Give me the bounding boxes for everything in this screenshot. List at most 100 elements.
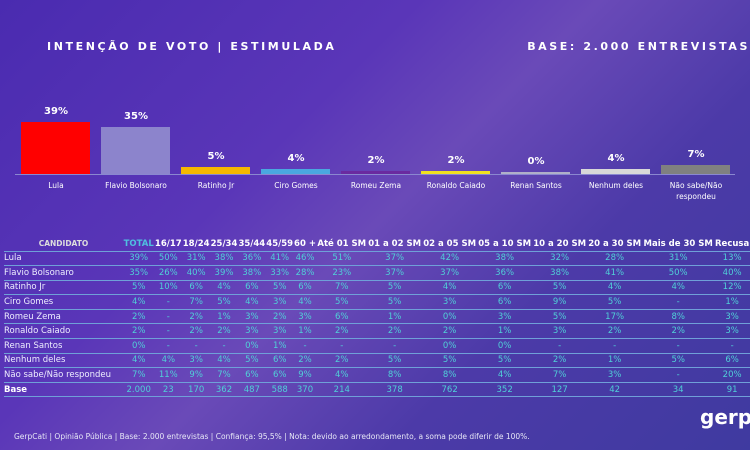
table-cell: 8% bbox=[642, 308, 715, 324]
table-cell: 5% bbox=[237, 352, 266, 368]
table-cell: - bbox=[154, 308, 183, 324]
column-header: 25/34 bbox=[210, 238, 238, 249]
table-row: Flavio Bolsonaro 35% 26% 40% 39% 38% 33% 28% 23%… bbox=[4, 265, 750, 281]
table-cell: 91 bbox=[714, 381, 750, 398]
table-cell: 33% bbox=[265, 265, 294, 281]
table-cell: 8% bbox=[367, 367, 423, 383]
table-cell: 7% bbox=[532, 367, 588, 383]
category-label: Ratinho Jr bbox=[197, 181, 235, 190]
bar bbox=[501, 172, 570, 174]
column-header: Até 01 SM bbox=[317, 238, 367, 249]
table-cell: 3% bbox=[293, 308, 317, 324]
table-cell: 37% bbox=[422, 265, 478, 281]
table-cell: 38% bbox=[532, 265, 588, 281]
table-cell: 38% bbox=[477, 250, 533, 266]
table-cell: 11% bbox=[154, 367, 183, 383]
table-cell: 6% bbox=[237, 367, 266, 383]
bar-value-label: 4% bbox=[607, 152, 625, 164]
table-cell: 50% bbox=[154, 250, 183, 266]
table-cell: 6% bbox=[714, 352, 750, 368]
table-cell: 2% bbox=[422, 323, 478, 339]
bar bbox=[661, 164, 730, 174]
table-cell: 38% bbox=[237, 265, 266, 281]
row-label: Ronaldo Caiado bbox=[4, 323, 123, 339]
table-cell: 7% bbox=[123, 367, 155, 383]
table-cell: 39% bbox=[210, 265, 238, 281]
table-cell: - bbox=[642, 367, 715, 383]
table-cell: 3% bbox=[422, 294, 478, 310]
table-cell: 1% bbox=[367, 308, 423, 324]
table-cell: 2% bbox=[642, 323, 715, 339]
category-label: Ronaldo Caiado bbox=[426, 181, 486, 190]
table-cell: 5% bbox=[477, 352, 533, 368]
table-cell: 40% bbox=[182, 265, 211, 281]
table-cell: 370 bbox=[293, 381, 317, 398]
table-cell: 4% bbox=[123, 294, 155, 310]
column-header: 16/17 bbox=[154, 238, 182, 249]
table-cell: 3% bbox=[265, 323, 294, 339]
table-cell: 0% bbox=[422, 338, 478, 354]
table-cell: 36% bbox=[477, 265, 533, 281]
table-cell: 2% bbox=[316, 323, 368, 339]
bar bbox=[261, 168, 330, 174]
category-label: Lula bbox=[48, 181, 64, 190]
column-header: 05 a 10 SM bbox=[478, 238, 532, 249]
table-cell: 3% bbox=[265, 294, 294, 310]
table-cell: 46% bbox=[293, 250, 317, 266]
crosstab-table: CANDIDATO TOTAL 16/17 18/24 25/34 35/44 45/59 6… bbox=[4, 228, 750, 398]
table-cell: 6% bbox=[182, 279, 211, 295]
table-cell: 4% bbox=[210, 352, 238, 368]
table-cell: 4% bbox=[293, 294, 317, 310]
base-label: BASE: 2.000 ENTREVISTAS bbox=[527, 40, 750, 53]
table-cell: 4% bbox=[210, 279, 238, 295]
table-cell: 378 bbox=[367, 381, 423, 398]
table-cell: 12% bbox=[714, 279, 750, 295]
table-cell: - bbox=[587, 338, 643, 354]
table-cell: 2% bbox=[293, 352, 317, 368]
logo: gerp bbox=[700, 405, 750, 429]
row-label: Flavio Bolsonaro bbox=[4, 265, 123, 281]
category-label: Ciro Gomes bbox=[274, 181, 318, 190]
table-cell: 37% bbox=[367, 265, 423, 281]
bar-chart: 39% Lula 35% Flavio Bolsonaro 5% Ratinho Jr 4%… bbox=[0, 100, 750, 210]
table-cell: 3% bbox=[237, 308, 266, 324]
table-cell: 4% bbox=[642, 279, 715, 295]
table-cell: 31% bbox=[642, 250, 715, 266]
table-cell: 37% bbox=[367, 250, 423, 266]
table-cell: 2% bbox=[367, 323, 423, 339]
table-cell: 42 bbox=[587, 381, 643, 398]
table-cell: 588 bbox=[265, 381, 294, 398]
table-cell: 35% bbox=[123, 265, 155, 281]
table-cell: - bbox=[642, 294, 715, 310]
column-header: CANDIDATO bbox=[38, 238, 89, 248]
table-cell: 3% bbox=[714, 308, 750, 324]
table-cell: - bbox=[154, 338, 183, 354]
column-header: 45/59 bbox=[266, 238, 294, 249]
table-cell: 762 bbox=[422, 381, 478, 398]
bar-value-label: 0% bbox=[527, 156, 545, 167]
table-cell: 362 bbox=[210, 381, 238, 398]
table-row: Ratinho Jr 5% 10% 6% 4% 6% 5% 6% 7% 5% 4% 6% 5% 4% 4% 1… bbox=[4, 279, 750, 295]
table-cell: 10% bbox=[154, 279, 183, 295]
table-cell: 6% bbox=[237, 279, 266, 295]
table-cell: 1% bbox=[293, 323, 317, 339]
table-cell: 6% bbox=[265, 367, 294, 383]
bar bbox=[421, 171, 490, 174]
column-header: 20 a 30 SM bbox=[588, 238, 642, 249]
table-cell: 3% bbox=[587, 367, 643, 383]
table-cell: - bbox=[154, 294, 183, 310]
table-cell: 5% bbox=[265, 279, 294, 295]
table-row: Romeu Zema 2% -2% 1% 3% 2% 3% 6% 1% 0% 3% 5% 17% 8% 3% bbox=[4, 308, 750, 324]
table-cell: - bbox=[532, 338, 588, 354]
table-cell: 5% bbox=[316, 294, 368, 310]
footer-note: GerpCati | Opinião Pública | Base: 2.000… bbox=[14, 432, 530, 441]
table-cell: 1% bbox=[587, 352, 643, 368]
table-cell: 38% bbox=[210, 250, 238, 266]
bar-value-label: 7% bbox=[687, 148, 705, 160]
table-cell: 31% bbox=[182, 250, 211, 266]
table-row: Ciro Gomes 4% -7% 5% 4% 3% 4% 5% 5% 3% 6% 9% 5% -1% bbox=[4, 294, 750, 310]
table-cell: 34 bbox=[642, 381, 715, 398]
table-cell: 2% bbox=[587, 323, 643, 339]
table-cell: 2% bbox=[123, 323, 155, 339]
table-cell: 41% bbox=[587, 265, 643, 281]
